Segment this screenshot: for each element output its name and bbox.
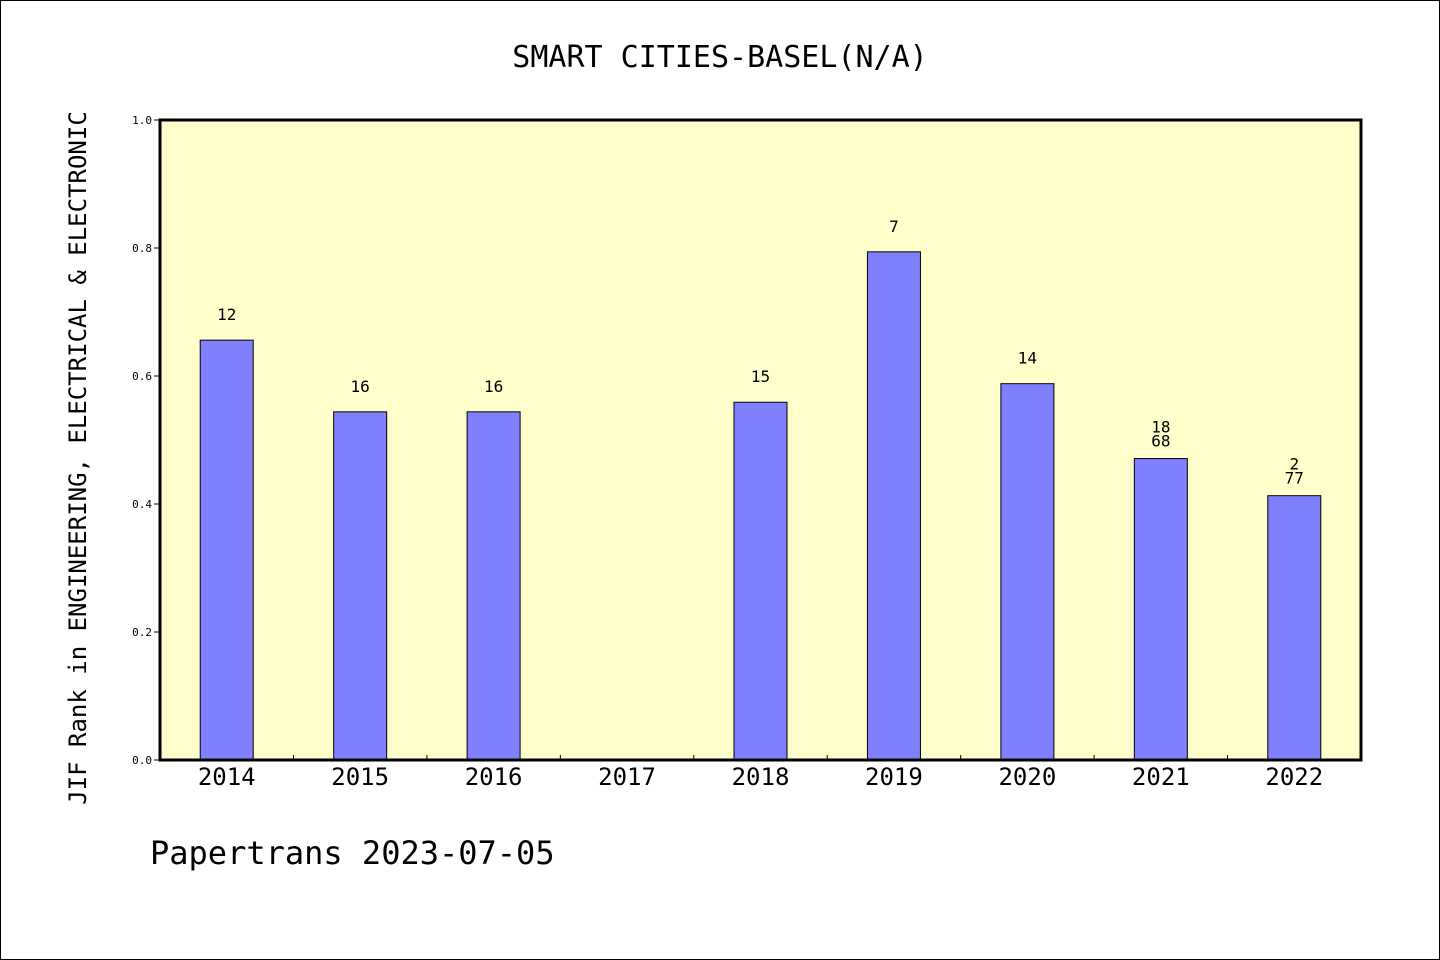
bar-2018 [733,401,788,761]
data-label: 16 [351,377,370,396]
bar-2019 [866,251,921,761]
plot-border [158,118,1363,762]
y-tick-label: 0.6 [132,370,152,383]
bar-2021 [1133,458,1188,761]
data-label: 68 [1151,432,1170,451]
x-tick-label: 2021 [1132,763,1190,791]
data-label: 16 [484,377,503,396]
y-axis-label: JIF Rank in ENGINEERING, ELECTRICAL & EL… [64,111,92,805]
x-tick-label: 2017 [598,763,656,791]
data-label: 77 [1285,469,1304,488]
x-tick-label: 2020 [998,763,1056,791]
y-tick-label: 1.0 [132,114,152,127]
axis-ticks: 0.0 0.2 0.4 0.6 0.8 1.0 2014 2015 2016 2017 2018 20… [132,114,1323,791]
y-tick-label: 0.2 [132,626,152,639]
bar-2014 [199,339,254,761]
x-tick-label: 2018 [732,763,790,791]
y-tick-label: 0.4 [132,498,152,511]
bar-2015 [333,411,388,761]
data-label: 2 [1289,455,1299,474]
data-label: 12 [217,305,236,324]
data-label: 14 [1018,349,1037,368]
x-tick-label: 2019 [865,763,923,791]
data-label: 7 [889,217,899,236]
y-tick-label: 0.8 [132,242,152,255]
bar-2022 [1267,495,1322,761]
x-tick-label: 2014 [198,763,256,791]
bar-2016 [466,411,521,761]
data-label: 15 [751,367,770,386]
x-tick-label: 2022 [1265,763,1323,791]
x-tick-label: 2016 [465,763,523,791]
x-tick-label: 2015 [331,763,389,791]
y-tick-label: 0.0 [132,754,152,767]
data-label: 18 [1151,418,1170,437]
bar-2020 [1000,383,1055,761]
chart-title: SMART CITIES-BASEL(N/A) [512,40,927,75]
footer-text: Papertrans 2023-07-05 [150,834,555,872]
